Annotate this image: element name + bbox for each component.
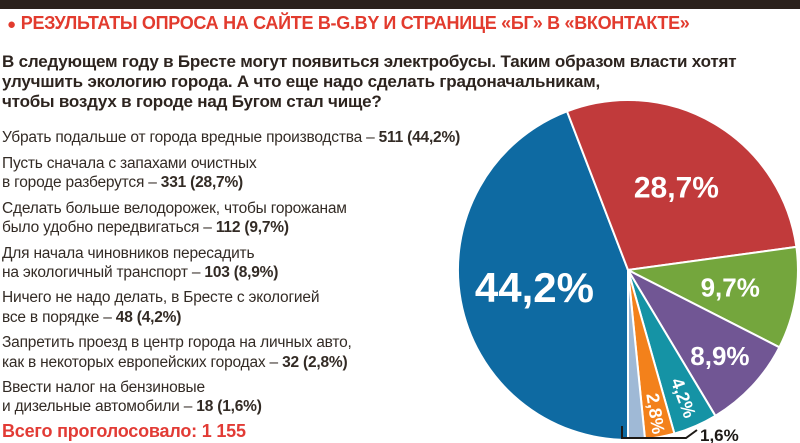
total-votes: Всего проголосовало: 1 155	[2, 421, 246, 441]
poll-option-value: 103 (8,9%)	[204, 263, 279, 281]
poll-option-line: было удобно передвигаться – 112 (9,7%)	[2, 218, 289, 236]
bullet-icon: ●	[7, 16, 16, 33]
poll-option-line: Ничего не надо делать, в Бресте с эколог…	[2, 289, 320, 307]
poll-option-line: все в порядке – 48 (4,2%)	[2, 308, 182, 326]
poll-option-line: Сделать больше велодорожек, чтобы горожа…	[2, 199, 347, 217]
poll-option-value: 48 (4,2%)	[115, 308, 182, 326]
pie-slice-purple	[627, 269, 781, 417]
pie-slice-blue	[456, 110, 629, 441]
question-line: В следующем году в Бресте могут появитьс…	[2, 52, 737, 71]
poll-option-value: 331 (28,7%)	[160, 173, 244, 191]
pie-label-blue: 44,2%	[475, 264, 594, 311]
poll-option-line: Для начала чиновников пересадить	[2, 244, 255, 262]
poll-option-value: 511 (44,2%)	[378, 129, 461, 146]
poll-option: Для начала чиновников пересадить на эколо…	[2, 244, 522, 282]
top-bar	[0, 0, 800, 9]
pie-label-lightblue: 1,6%	[700, 426, 739, 443]
poll-option-line: в городе разберутся – 331 (28,7%)	[2, 173, 244, 191]
pie-label-red: 28,7%	[634, 172, 719, 205]
poll-question: В следующем году в Бресте могут появитьс…	[2, 52, 737, 112]
pie-slice-red	[566, 98, 798, 271]
poll-option-line: Убрать подальше от города вредные произв…	[2, 129, 461, 146]
pie-slice-lightblue	[627, 269, 646, 441]
poll-option-line: на экологичный транспорт – 103 (8,9%)	[2, 263, 279, 281]
question-line: улучшить экологию города. А что еще надо…	[2, 72, 600, 91]
pie-slice-green	[627, 245, 799, 349]
pie-label-green: 9,7%	[701, 272, 760, 302]
poll-option: Ввести налог на бензиновые и дизельные ав…	[2, 378, 522, 416]
poll-option-value: 18 (1,6%)	[196, 398, 262, 416]
poll-option: Ничего не надо делать, в Бресте с эколог…	[2, 288, 522, 326]
poll-option-line: Пусть сначала с запахами очистных	[2, 154, 257, 172]
poll-option: Запретить проезд в центр города на личны…	[2, 333, 522, 371]
poll-option-value: 32 (2,8%)	[282, 353, 348, 371]
poll-option: Убрать подальше от города вредные произв…	[2, 128, 522, 147]
poll-option: Сделать больше велодорожек, чтобы горожа…	[2, 199, 522, 237]
pie-label-purple: 8,9%	[690, 341, 749, 371]
callout-line	[621, 426, 698, 439]
question-line: чтобы воздух в городе над Бугом стал чищ…	[2, 92, 382, 111]
poll-options: Убрать подальше от города вредные произв…	[2, 128, 522, 423]
page-title-text: РЕЗУЛЬТАТЫ ОПРОСА НА САЙТЕ B-G.BY И СТРА…	[20, 13, 690, 33]
poll-option-value: 112 (9,7%)	[215, 218, 289, 236]
page-title: ● РЕЗУЛЬТАТЫ ОПРОСА НА САЙТЕ B-G.BY И СТР…	[7, 13, 690, 34]
poll-option-line: Ввести налог на бензиновые	[2, 379, 205, 397]
poll-option-line: Запретить проезд в центр города на личны…	[2, 334, 352, 352]
poll-option: Пусть сначала с запахами очистных в город…	[2, 154, 522, 192]
poll-option-line: как в некоторых европейских городах – 32…	[2, 353, 348, 371]
poll-option-line: и дизельные автомобили – 18 (1,6%)	[2, 398, 262, 416]
